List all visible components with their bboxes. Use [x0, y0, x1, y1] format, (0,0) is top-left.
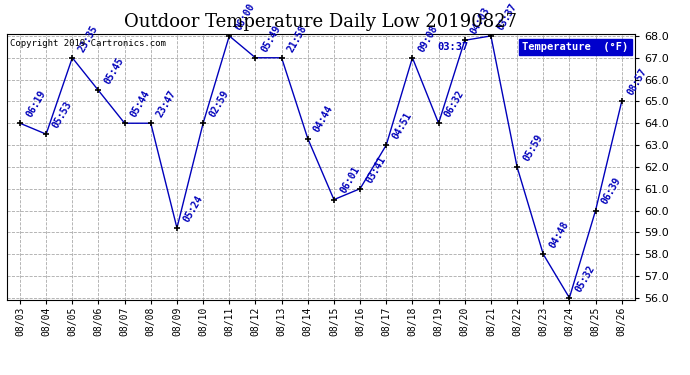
- Text: 03:41: 03:41: [364, 154, 388, 184]
- Text: Temperature  (°F): Temperature (°F): [522, 42, 629, 52]
- Text: 04:03: 04:03: [469, 6, 492, 36]
- Text: 08:57: 08:57: [626, 67, 649, 97]
- Text: 21:58: 21:58: [286, 23, 309, 54]
- Text: Copyright 2019 Cartronics.com: Copyright 2019 Cartronics.com: [10, 39, 166, 48]
- Text: 05:45: 05:45: [103, 56, 126, 86]
- Text: 04:51: 04:51: [391, 111, 414, 141]
- Text: 05:59: 05:59: [521, 132, 544, 163]
- Text: 05:49: 05:49: [259, 23, 283, 54]
- Text: 06:00: 06:00: [233, 2, 257, 32]
- Text: 05:32: 05:32: [573, 263, 597, 294]
- Text: 09:08: 09:08: [417, 23, 440, 54]
- Text: 03:37: 03:37: [437, 42, 469, 52]
- Text: 23:47: 23:47: [155, 88, 178, 119]
- Text: 03:37: 03:37: [495, 2, 518, 32]
- Text: 06:32: 06:32: [443, 88, 466, 119]
- Title: Outdoor Temperature Daily Low 20190827: Outdoor Temperature Daily Low 20190827: [124, 13, 518, 31]
- Text: 06:19: 06:19: [24, 88, 48, 119]
- Text: 02:59: 02:59: [207, 88, 230, 119]
- Text: 05:53: 05:53: [50, 99, 74, 130]
- Text: 05:24: 05:24: [181, 194, 204, 224]
- Text: 05:44: 05:44: [129, 88, 152, 119]
- Text: 06:01: 06:01: [338, 165, 362, 195]
- Text: 06:39: 06:39: [600, 176, 623, 206]
- Text: 04:44: 04:44: [312, 104, 335, 134]
- Text: 04:48: 04:48: [547, 220, 571, 250]
- Text: 23:35: 23:35: [77, 23, 100, 54]
